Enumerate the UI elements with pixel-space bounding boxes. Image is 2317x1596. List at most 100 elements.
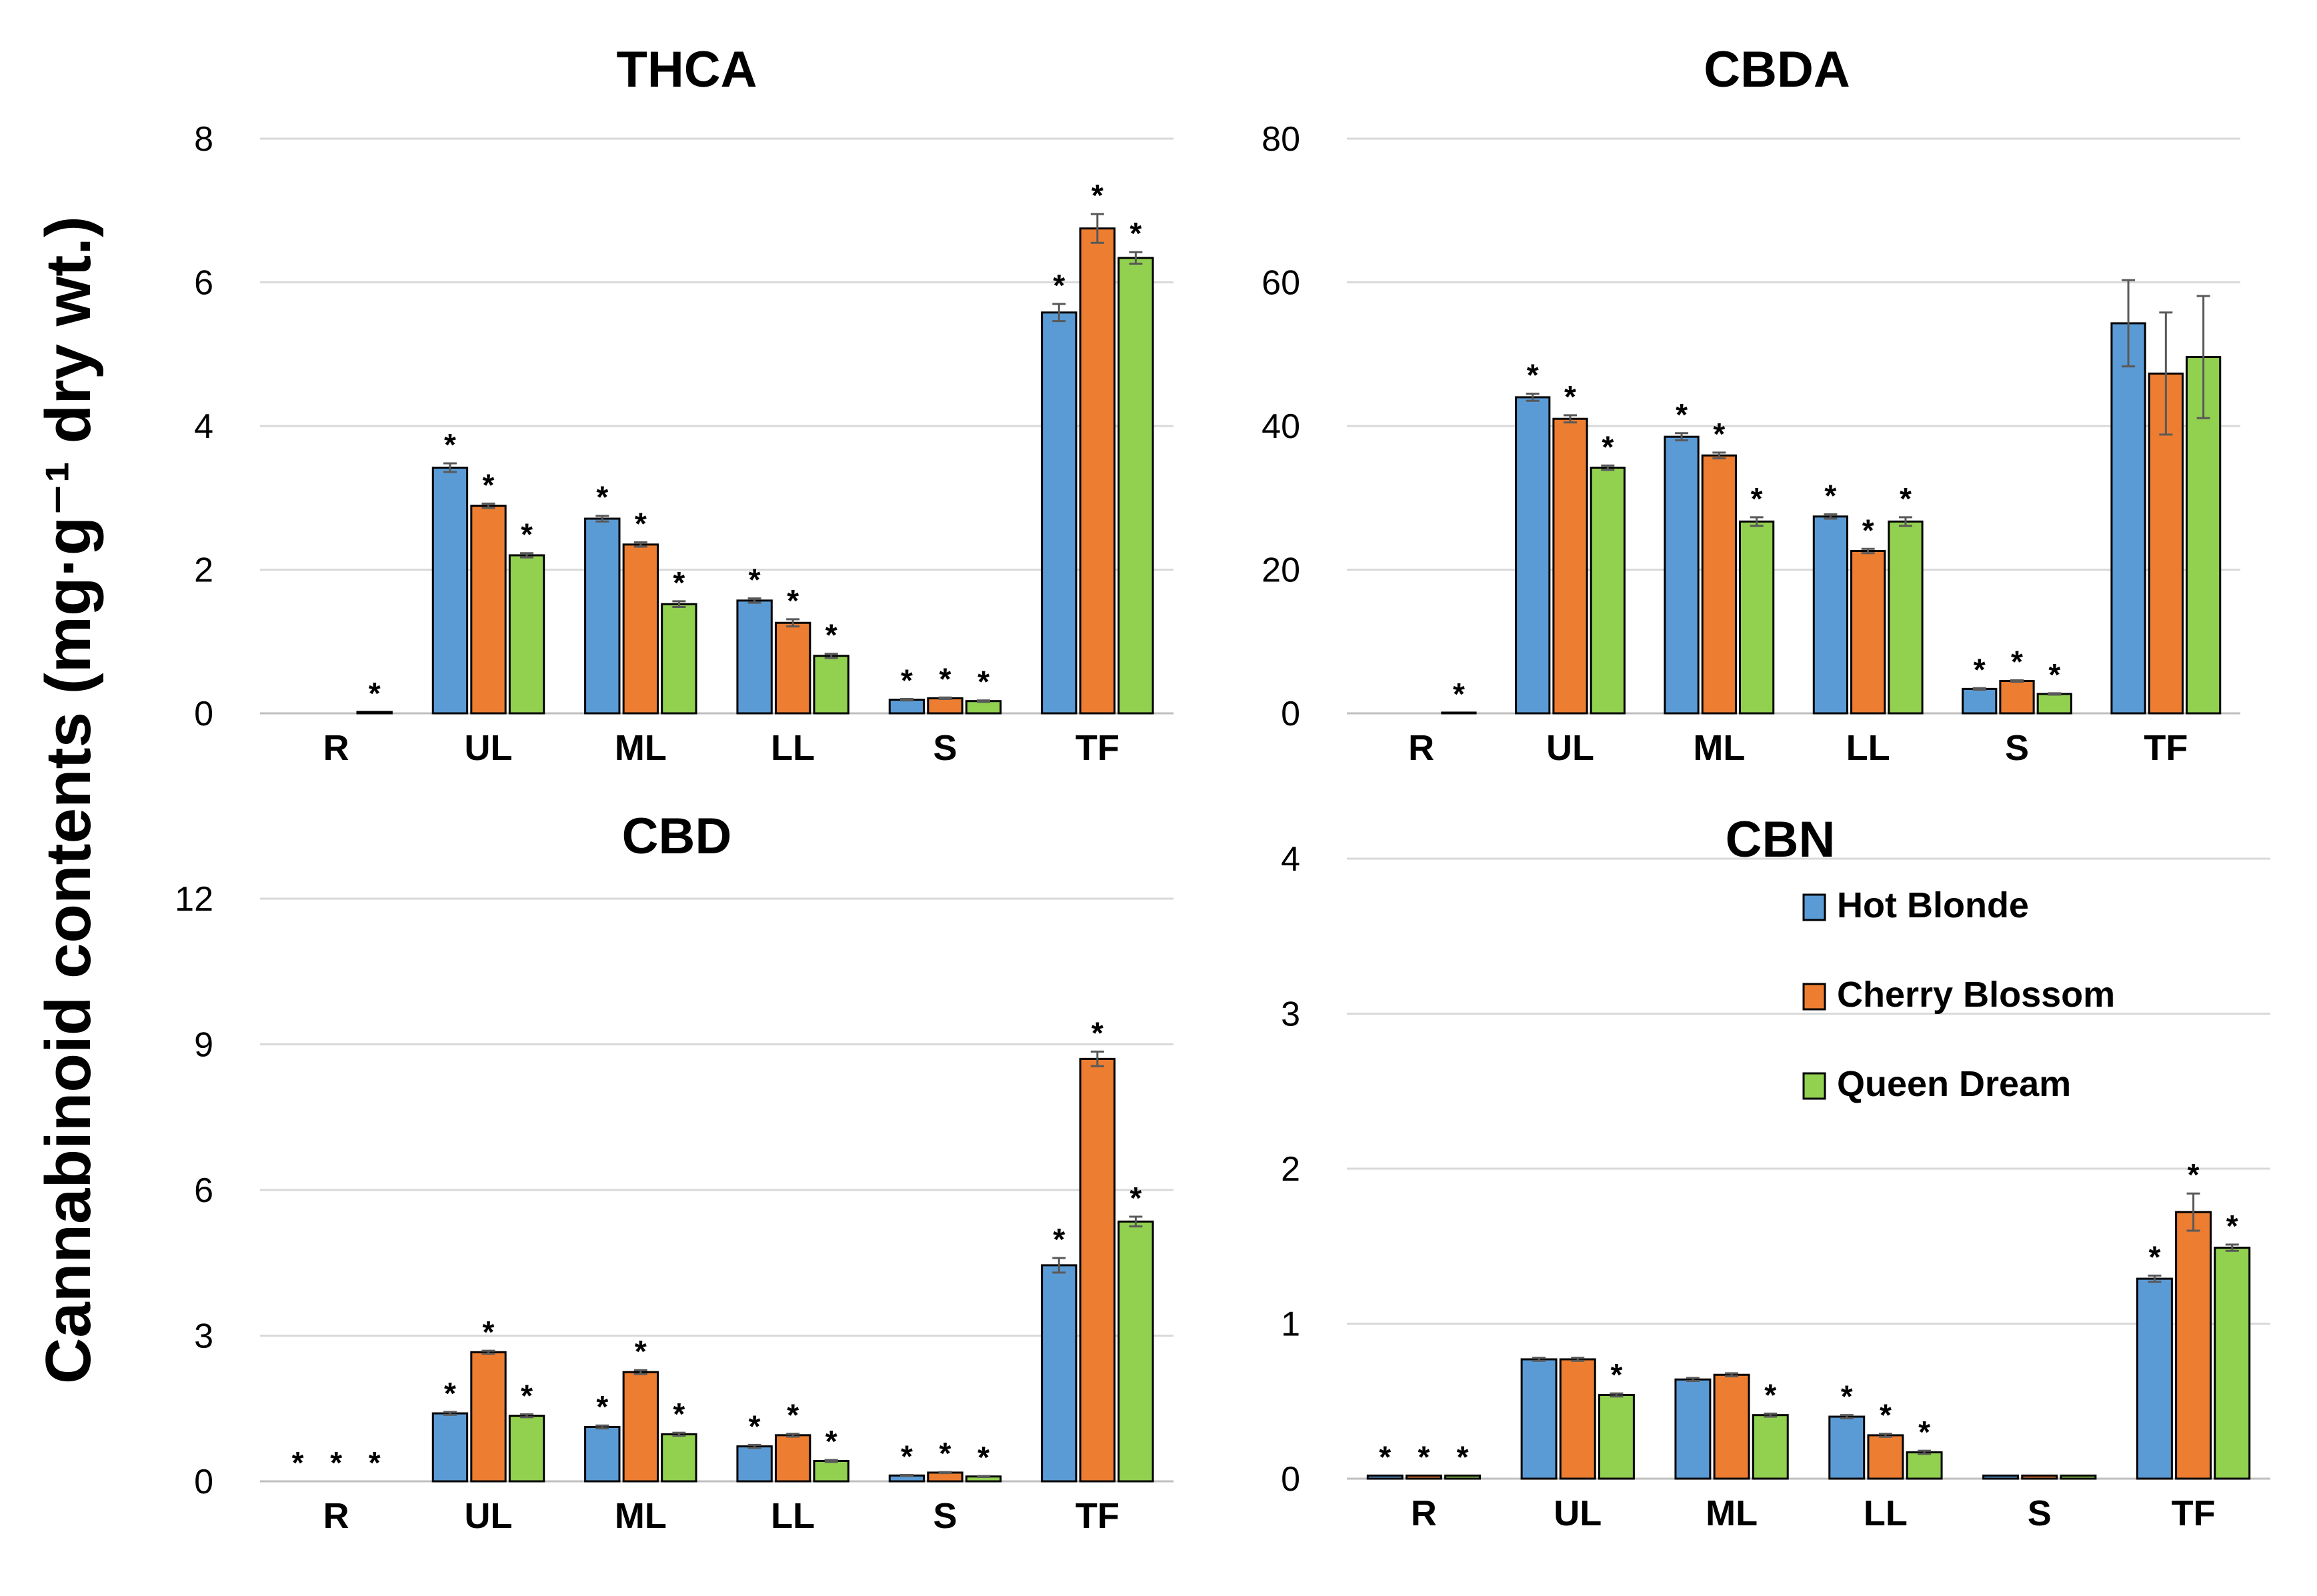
cbda-significance-star: * (1602, 429, 1614, 464)
cbd-significance-star: * (825, 1424, 837, 1459)
thca-bar-cherry-blossom-s (927, 697, 963, 715)
cbn-bar-cherry-blossom-r (1405, 1474, 1442, 1480)
legend-label-hot-blonde: Hot Blonde (1837, 885, 2029, 925)
cbn-bar-queen-dream-ul (1598, 1393, 1635, 1480)
cbn-bar-queen-dream-s (2060, 1474, 2097, 1480)
cbn-bar-hot-blonde-ll (1828, 1415, 1866, 1480)
thca-category-label: S (933, 728, 957, 768)
cbd-bar-queen-dream-ul (508, 1415, 545, 1483)
cbda-bar-hot-blonde-ul (1515, 396, 1551, 715)
cbn-y-tick-label: 0 (1281, 1460, 1300, 1499)
cbda-significance-star: * (1974, 652, 1986, 687)
thca-significance-star: * (1091, 178, 1103, 213)
cbd-significance-star: * (369, 1445, 381, 1480)
cbd-significance-star: * (787, 1398, 799, 1433)
cbn-bar-cherry-blossom-tf (2175, 1211, 2212, 1480)
cbn-significance-star: * (1610, 1357, 1622, 1392)
cbn-y-tick-label: 2 (1281, 1150, 1300, 1189)
cbd-y-tick-label: 6 (194, 1171, 213, 1210)
legend-swatch-hot-blonde (1802, 893, 1826, 921)
cbda-significance-star: * (1527, 358, 1539, 393)
thca-bar-queen-dream-tf (1117, 257, 1154, 715)
thca-y-tick-label: 6 (194, 264, 213, 303)
cbn-y-tick-label: 3 (1281, 995, 1300, 1034)
thca-category-label: ML (615, 728, 667, 768)
cbn-category-label: ML (1706, 1493, 1758, 1533)
cbd-y-tick-label: 0 (194, 1463, 213, 1501)
thca-bar-queen-dream-ml (661, 603, 697, 715)
cbda-significance-star: * (1713, 417, 1725, 451)
cbda-bar-hot-blonde-ll (1812, 515, 1849, 715)
cbd-bar-cherry-blossom-ml (622, 1371, 659, 1483)
thca-significance-star: * (787, 583, 799, 618)
cbn-bar-queen-dream-r (1444, 1474, 1482, 1480)
cbn-bar-queen-dream-ml (1752, 1414, 1789, 1480)
cbda-bar-queen-dream-ml (1738, 520, 1775, 715)
cbda-significance-star: * (2048, 657, 2060, 692)
cbn-significance-star: * (2226, 1209, 2238, 1243)
thca-bar-hot-blonde-ll (736, 599, 773, 715)
cbda-y-tick-label: 0 (1281, 695, 1300, 733)
legend: Hot Blonde Cherry Blossom Queen Dream (1802, 885, 2115, 1104)
cbda-bar-queen-dream-ll (1888, 520, 1924, 715)
cbn-y-tick-label: 1 (1281, 1305, 1300, 1344)
cbd-significance-star: * (1053, 1222, 1065, 1257)
thca-significance-star: * (939, 661, 951, 696)
cbn-bar-queen-dream-ll (1906, 1451, 1943, 1480)
cbd-significance-star: * (596, 1389, 608, 1424)
cbn-bar-hot-blonde-ml (1674, 1378, 1712, 1480)
thca-bar-hot-blonde-s (888, 699, 925, 715)
cbn-category-label: TF (2172, 1493, 2216, 1533)
cbda-category-label: ML (1693, 728, 1745, 768)
thca-category-label: R (323, 728, 349, 768)
cbn-bar-hot-blonde-r (1366, 1474, 1404, 1480)
cbn-significance-star: * (1918, 1415, 1930, 1449)
thca-significance-star: * (596, 480, 608, 515)
thca-bar-hot-blonde-ml (584, 517, 621, 715)
cbd-significance-star: * (292, 1445, 304, 1480)
cbd-significance-star: * (635, 1334, 647, 1369)
legend-swatch-queen-dream (1802, 1072, 1826, 1100)
cbn-significance-star: * (1880, 1398, 1892, 1433)
thca-significance-star: * (483, 467, 495, 502)
cbda-y-tick-label: 40 (1262, 407, 1300, 446)
thca-significance-star: * (369, 676, 381, 711)
cbd-significance-star: * (1091, 1015, 1103, 1050)
cbda-y-tick-label: 80 (1262, 120, 1300, 159)
thca-bar-queen-dream-ll (813, 655, 849, 715)
cbda-significance-star: * (1751, 481, 1763, 516)
thca-category-label: LL (771, 728, 815, 768)
thca-y-tick-label: 8 (194, 120, 213, 159)
cbd-category-label: LL (771, 1496, 815, 1536)
cbda-significance-star: * (1862, 513, 1874, 547)
cbda-significance-star: * (1564, 379, 1576, 414)
cbn-bar-cherry-blossom-ll (1867, 1434, 1904, 1480)
thca-category-label: UL (465, 728, 513, 768)
cbd-significance-star: * (901, 1439, 913, 1474)
cbn-category-label: S (2028, 1493, 2052, 1533)
cbda-y-tick-label: 20 (1262, 551, 1300, 590)
panel-cbda: CBDA 0 20 40 60 80 R * UL * * * ML * * * LL * * * S * * * TF (1262, 41, 2240, 768)
thca-significance-star: * (635, 507, 647, 541)
cbn-bar-cherry-blossom-ml (1713, 1373, 1750, 1480)
cbd-bar-hot-blonde-ll (736, 1445, 773, 1483)
cbn-significance-star: * (1457, 1439, 1469, 1474)
legend-label-cherry-blossom: Cherry Blossom (1837, 975, 2115, 1015)
cbn-bar-hot-blonde-s (1982, 1474, 2020, 1480)
cbd-category-label: UL (465, 1496, 513, 1536)
cbda-category-label: UL (1546, 728, 1594, 768)
cbd-category-label: S (933, 1496, 957, 1536)
cbda-bar-hot-blonde-ml (1664, 435, 1700, 715)
thca-significance-star: * (825, 618, 837, 653)
cbda-title: CBDA (1704, 41, 1850, 98)
thca-bar-queen-dream-r (356, 711, 393, 715)
cbda-bar-cherry-blossom-ml (1701, 454, 1737, 715)
cbn-category-label: LL (1864, 1493, 1908, 1533)
cbd-category-label: ML (615, 1496, 667, 1536)
cbd-bar-hot-blonde-tf (1041, 1264, 1077, 1483)
cbn-significance-star: * (1764, 1377, 1776, 1412)
cbn-significance-star: * (1379, 1439, 1391, 1474)
cbda-bar-hot-blonde-s (1962, 687, 1998, 715)
cbda-category-label: LL (1846, 728, 1890, 768)
